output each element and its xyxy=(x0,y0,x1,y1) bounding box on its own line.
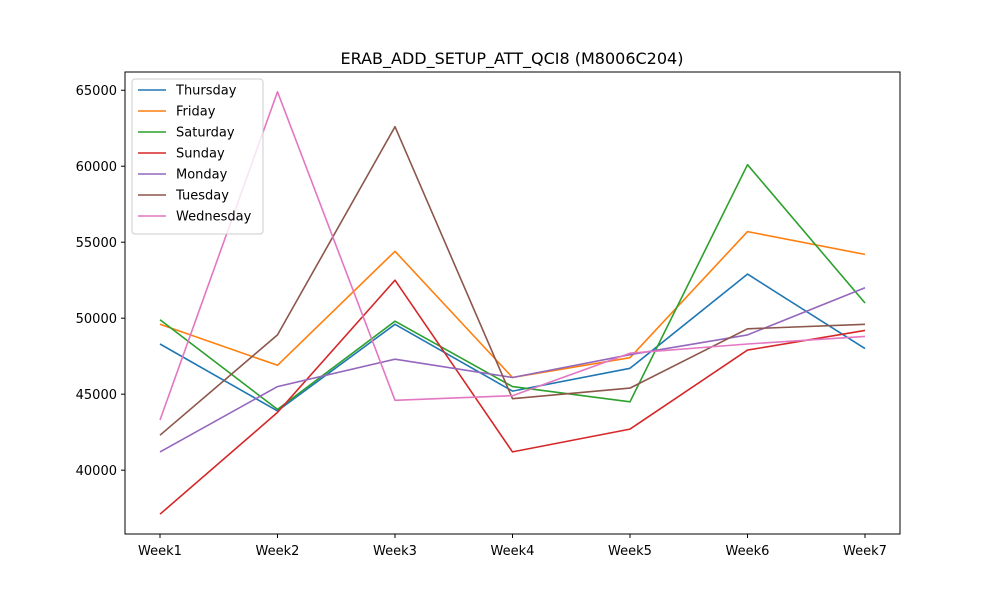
plot-lines xyxy=(159,91,866,515)
x-tick-label: Week1 xyxy=(138,544,182,559)
legend-label: Sunday xyxy=(176,147,225,162)
x-tick-label: Week5 xyxy=(608,544,652,559)
legend-label: Wednesday xyxy=(176,210,252,225)
legend-label: Friday xyxy=(176,105,216,120)
y-tick-label: 55000 xyxy=(76,236,117,251)
y-tick-label: 45000 xyxy=(76,388,117,403)
series-line-wednesday xyxy=(159,91,866,421)
chart-title: ERAB_ADD_SETUP_ATT_QCI8 (M8006C204) xyxy=(341,49,684,69)
plot-area-frame xyxy=(124,71,901,535)
legend-label: Monday xyxy=(176,168,228,183)
y-tick-label: 40000 xyxy=(76,464,117,479)
series-line-saturday xyxy=(159,163,866,411)
legend-label: Tuesday xyxy=(175,189,229,204)
legend: Thursday Friday Saturday Sunday Monday Tuesda… xyxy=(131,78,264,235)
y-tick-label: 65000 xyxy=(76,84,117,99)
x-axis: Week1 Week2 Week3 Week4 Week5 Week6 Week7 xyxy=(138,534,887,559)
series-line-monday xyxy=(159,287,866,453)
y-tick-label: 60000 xyxy=(76,160,117,175)
x-tick-label: Week7 xyxy=(843,544,887,559)
series-line-sunday xyxy=(159,279,866,515)
x-tick-label: Week2 xyxy=(256,544,300,559)
x-tick-label: Week6 xyxy=(726,544,770,559)
series-line-friday xyxy=(159,230,866,379)
series-line-tuesday xyxy=(159,125,866,436)
y-tick-label: 50000 xyxy=(76,312,117,327)
y-axis: 40000 45000 50000 55000 60000 65000 xyxy=(76,84,125,479)
series-line-thursday xyxy=(159,273,866,412)
legend-label: Thursday xyxy=(175,84,237,99)
legend-label: Saturday xyxy=(176,126,235,141)
x-tick-label: Week3 xyxy=(373,544,417,559)
x-tick-label: Week4 xyxy=(491,544,535,559)
